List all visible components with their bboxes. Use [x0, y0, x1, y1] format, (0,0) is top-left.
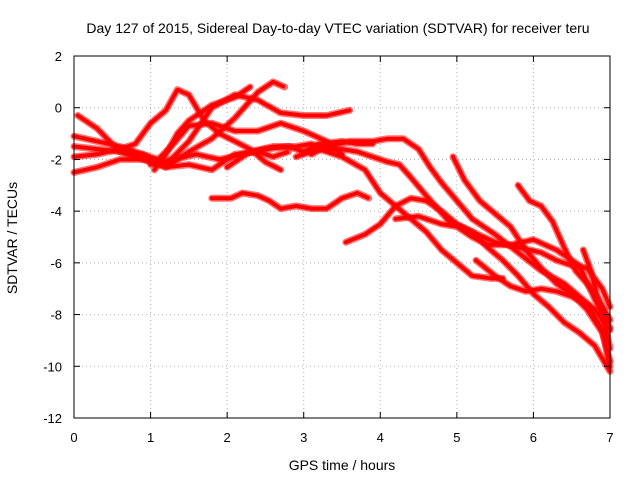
x-axis-title: GPS time / hours: [289, 457, 396, 473]
series-line: [581, 247, 612, 351]
y-tick-label: -10: [43, 359, 62, 374]
x-tick-label: 3: [300, 430, 307, 445]
series-line: [152, 85, 253, 172]
x-tick-label: 4: [377, 430, 384, 445]
y-tick-label: -8: [50, 308, 62, 323]
series-line: [309, 136, 612, 333]
series-s13: [392, 212, 614, 331]
x-tick-label: 0: [70, 430, 77, 445]
x-tick-label: 6: [530, 430, 537, 445]
x-tick-label: 7: [606, 430, 613, 445]
y-axis-title: SDTVAR / TECUs: [4, 182, 20, 294]
series-line: [393, 214, 612, 330]
y-tick-label: -12: [43, 411, 62, 426]
plot-frame: [73, 55, 611, 419]
y-tick-label: -6: [50, 256, 62, 271]
x-tick-label: 5: [453, 430, 460, 445]
y-tick-label: -2: [50, 152, 62, 167]
series-group: [70, 78, 614, 375]
x-tick-label: 1: [147, 430, 154, 445]
series-s7: [208, 189, 373, 213]
x-tick-label: 2: [224, 430, 231, 445]
series-s6: [150, 83, 254, 174]
series-line: [209, 191, 371, 211]
series-s9: [223, 140, 614, 311]
y-tick-label: 2: [55, 49, 62, 64]
y-tick-label: 0: [55, 101, 62, 116]
series-line: [474, 258, 612, 369]
series-s17: [579, 246, 614, 352]
series-line: [75, 113, 291, 172]
chart-title: Day 127 of 2015, Sidereal Day-to-day VTE…: [86, 20, 589, 36]
series-s15: [472, 256, 614, 370]
axis-ticks: [73, 55, 611, 419]
series-line: [225, 141, 612, 309]
tick-labels: 0 1 2 3 4 5 6 7 -12 -10 -8 -6 -4 -2 0 2: [43, 49, 613, 445]
y-tick-label: -4: [50, 204, 62, 219]
series-s5: [74, 112, 292, 174]
series-s10: [307, 135, 614, 334]
